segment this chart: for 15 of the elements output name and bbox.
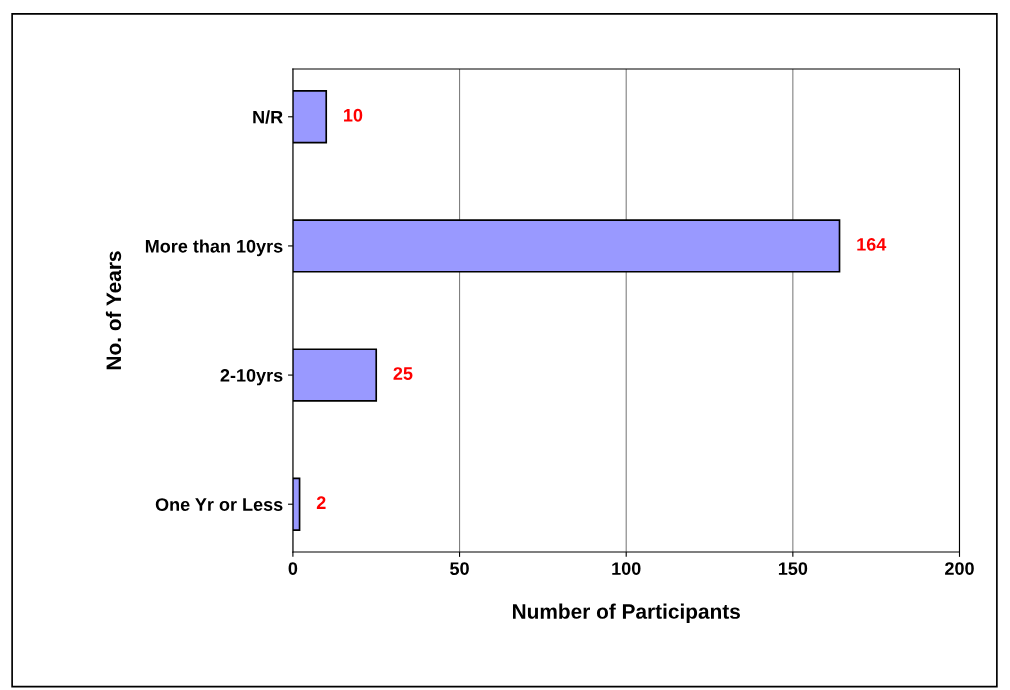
y-tick-label: More than 10yrs	[145, 239, 283, 257]
data-label: 25	[393, 367, 413, 380]
x-tick-label: 0	[288, 562, 298, 575]
y-tick-label: N/R	[253, 110, 283, 124]
x-tick-label: 100	[612, 562, 641, 575]
x-tick-label: 200	[945, 562, 974, 575]
y-tick-label: 2-10yrs	[220, 369, 283, 386]
data-label: 10	[344, 108, 363, 122]
data-label: 2	[316, 496, 326, 509]
x-axis-title: Number of Participants	[513, 603, 740, 623]
data-label: 164	[857, 237, 887, 251]
x-tick-label: 50	[450, 562, 469, 575]
y-axis-title: No. of Years	[105, 251, 122, 370]
x-tick-label: 150	[778, 562, 808, 575]
y-tick-label: One Yr or Less	[155, 498, 283, 511]
